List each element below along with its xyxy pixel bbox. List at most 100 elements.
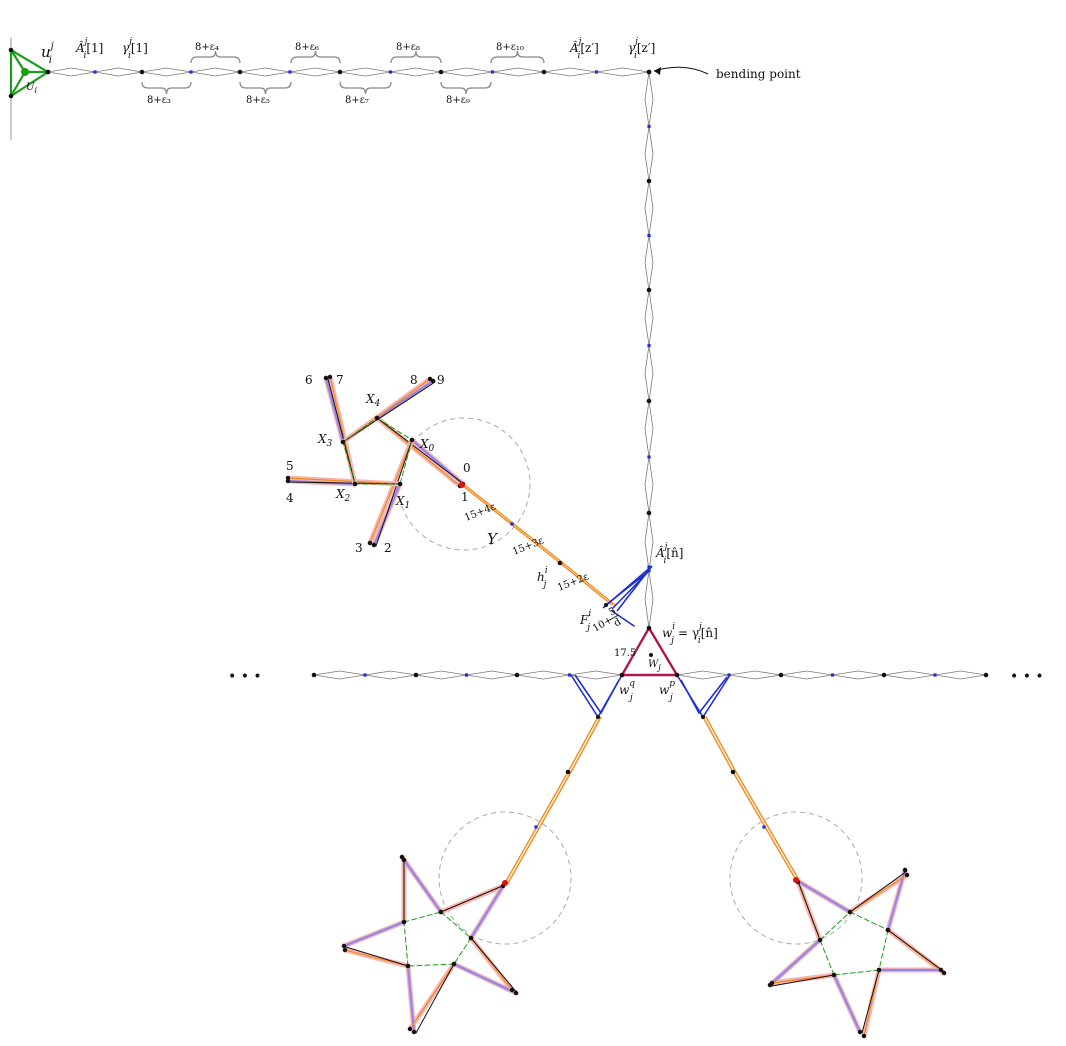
blue-path [574,674,620,715]
double-edge [190,67,241,77]
vertex [139,69,145,75]
vertex [646,510,652,516]
blue-vertex [647,565,651,569]
brace [239,81,292,95]
double-edge [644,235,654,291]
vertex [427,376,433,382]
label-gamma-z: γj i[z′] [628,37,655,61]
vertex [557,560,563,566]
star-arm-black [440,883,508,913]
label-gamma-1: γj i[1] [122,37,148,61]
star-inner-edge [399,439,413,485]
vertex [509,987,515,993]
vertex [876,967,882,973]
vertex [323,375,329,381]
label-A-hat-n: Âj i[n̂] [655,542,683,566]
vertex [438,69,444,75]
brace [339,81,392,95]
eps-label-8: 8+ε₈ [396,42,420,53]
vertex [327,374,333,380]
vertex [374,415,380,421]
eps-label-5: 8+ε₅ [246,95,270,106]
double-edge [934,670,987,680]
svg-text:5: 5 [607,606,618,619]
star-arm-black [849,870,908,913]
double-edge [492,67,545,77]
edge [570,716,602,773]
label-num-3: 3 [355,541,363,555]
vertex [646,398,652,404]
star-inner-edge [849,911,889,931]
blue-vertex [189,70,193,74]
label-bending-point: bending point [716,67,801,81]
ellipsis-left: • • • [228,669,262,685]
blue-vertex [490,70,495,74]
edge [611,610,635,627]
edge [9,48,27,74]
label-num-1: 1 [461,490,469,504]
star-arm-black [861,969,880,1034]
blue-path [676,674,731,719]
label-X4: X4 [365,392,381,409]
star-arm-black [375,439,413,547]
star-inner-edge [342,441,356,485]
label-num-5: 5 [286,459,294,473]
blue-vertex [363,673,367,677]
star-arm-orange [849,874,908,913]
red-vertex [793,877,799,883]
label-A-hat-1: Âj i[1] [75,37,103,61]
blue-vertex [464,673,469,677]
eps-label-3: 8+ε₃ [147,95,171,106]
double-edge [339,67,391,77]
edge [9,70,27,98]
label-U-i: Ui [26,82,37,95]
blue-vertex [647,343,651,348]
star-arm-lavender [832,973,862,1034]
label-num-8: 8 [410,373,418,387]
bending-arrowhead [654,67,661,75]
vertex [701,715,705,719]
star-inner-edge [833,969,880,976]
eps-label-10: 8+ε₁₀ [496,42,524,53]
vertex [565,769,571,775]
blue-vertex [647,568,651,573]
W-j-triangle [619,625,680,677]
vertex [342,947,348,953]
star-arm-black [771,974,835,987]
star-gadget-2 [341,854,519,1035]
double-edge [644,345,654,402]
double-edge [644,180,654,236]
edges-layer [9,37,987,945]
double-edge [415,670,467,680]
star-arm-lavender [886,868,907,932]
vertex [604,603,608,607]
label-num-2: 2 [384,541,392,555]
star-arm-lavender [452,962,518,995]
dashed-circle-3 [729,811,863,945]
double-edge [313,670,366,680]
star-inner-edge [403,911,442,923]
star-gadget-1 [285,374,466,548]
vertex [341,943,347,949]
double-edge [516,670,570,680]
vertex [861,1033,867,1039]
star-arm-lavender [324,376,345,444]
vertex [983,672,989,678]
blue-vertex [647,455,651,459]
eps-label-9: 8+ε₉ [446,95,470,106]
star-arm-orange [287,477,401,485]
double-edge [239,67,291,77]
star-inner-edge [878,929,889,971]
vertex [646,625,652,631]
edge [702,716,734,773]
brace [190,50,241,64]
star-arm-lavender [342,920,406,948]
label-X2: X2 [335,487,351,504]
vertex [468,935,474,941]
star-arm-lavender [469,881,507,940]
vertex [401,857,407,863]
vertex [904,872,910,878]
vertex [646,69,652,75]
double-edge [780,670,833,680]
